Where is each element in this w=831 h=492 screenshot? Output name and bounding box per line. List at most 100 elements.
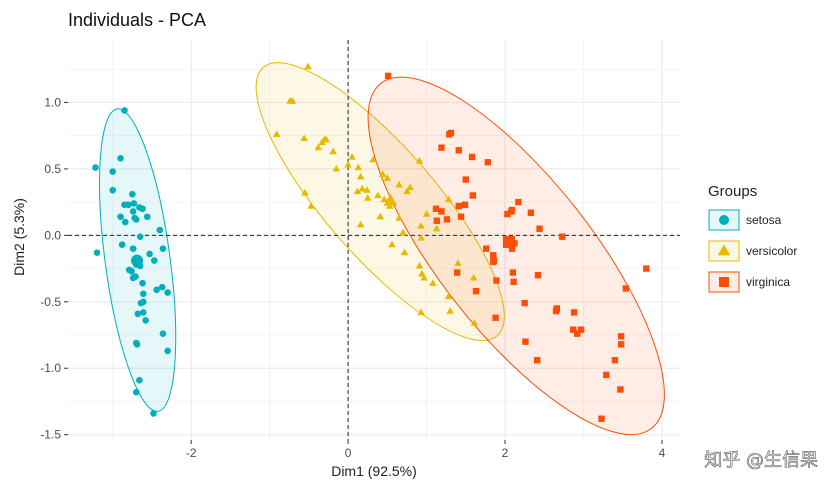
versicolor-point bbox=[369, 155, 378, 163]
virginica-point bbox=[455, 147, 462, 154]
virginica-point bbox=[577, 326, 585, 333]
virginica-point bbox=[461, 201, 469, 208]
y-tick-label: -1.5 bbox=[40, 428, 61, 442]
x-tick-label: -2 bbox=[186, 446, 197, 460]
setosa-point bbox=[117, 213, 124, 221]
versicolor-point bbox=[454, 259, 462, 266]
setosa-centroid bbox=[131, 254, 144, 267]
versicolor-point bbox=[388, 240, 396, 248]
versicolor-point bbox=[417, 308, 425, 316]
virginica-ellipse bbox=[367, 76, 665, 436]
versicolor-point bbox=[446, 307, 454, 314]
virginica-point bbox=[534, 357, 541, 364]
setosa-point bbox=[109, 186, 117, 194]
setosa-point bbox=[159, 330, 167, 337]
y-tick-label: 0.5 bbox=[44, 162, 61, 176]
virginica-point bbox=[521, 299, 528, 307]
virginica-point bbox=[455, 202, 462, 210]
virginica-point bbox=[472, 287, 480, 295]
virginica-point bbox=[617, 333, 625, 340]
setosa-point bbox=[140, 309, 147, 316]
panel-background bbox=[68, 40, 680, 440]
setosa-point bbox=[121, 201, 128, 209]
versicolor-centroid bbox=[383, 193, 398, 206]
setosa-point bbox=[151, 257, 158, 264]
setosa-point bbox=[139, 205, 146, 213]
virginica-point bbox=[469, 192, 477, 199]
legend-title: Groups bbox=[708, 183, 757, 200]
versicolor-point bbox=[400, 248, 409, 256]
watermark: 知乎 @生信果 bbox=[704, 450, 818, 471]
virginica-point bbox=[438, 144, 445, 151]
versicolor-point bbox=[354, 163, 363, 171]
versicolor-point bbox=[374, 191, 382, 199]
setosa-point bbox=[132, 388, 140, 396]
y-axis-title: Dim2 (5.3%) bbox=[11, 198, 27, 276]
setosa-point bbox=[156, 226, 164, 234]
versicolor-point bbox=[378, 170, 387, 177]
virginica-point bbox=[447, 129, 455, 137]
versicolor-point bbox=[344, 160, 352, 168]
x-axis-title: Dim1 (92.5%) bbox=[331, 463, 417, 479]
virginica-point bbox=[443, 216, 451, 223]
versicolor-point bbox=[444, 292, 453, 300]
versicolor-point bbox=[363, 194, 372, 201]
virginica-point bbox=[490, 258, 497, 266]
virginica-point bbox=[611, 357, 619, 364]
legend-circle-icon bbox=[719, 215, 729, 225]
legend-triangle-icon bbox=[717, 244, 731, 256]
versicolor-point bbox=[356, 172, 365, 180]
setosa-point bbox=[118, 241, 126, 248]
versicolor-point bbox=[432, 224, 441, 232]
y-tick-label: 0.0 bbox=[44, 228, 61, 242]
virginica-point bbox=[552, 307, 560, 315]
setosa-point bbox=[128, 267, 135, 275]
versicolor-point bbox=[322, 135, 330, 143]
versicolor-point bbox=[353, 187, 362, 195]
virginica-point bbox=[462, 176, 469, 183]
virginica-point bbox=[433, 217, 440, 224]
setosa-point bbox=[131, 214, 138, 222]
virginica-point bbox=[536, 225, 543, 232]
y-tick-label: 1.0 bbox=[44, 95, 61, 109]
setosa-point bbox=[121, 107, 128, 114]
versicolor-point bbox=[380, 195, 388, 203]
legend-label-virginica: virginica bbox=[746, 275, 790, 289]
setosa-point bbox=[164, 347, 171, 355]
versicolor-point bbox=[358, 184, 367, 192]
versicolor-point bbox=[444, 195, 453, 203]
virginica-point bbox=[598, 415, 605, 422]
versicolor-point bbox=[376, 212, 385, 220]
versicolor-point bbox=[272, 130, 281, 137]
virginica-point bbox=[570, 326, 577, 333]
versicolor-point bbox=[332, 164, 341, 172]
setosa-point bbox=[129, 208, 137, 215]
x-tick-label: 4 bbox=[659, 446, 666, 460]
versicolor-point bbox=[470, 319, 479, 326]
setosa-point bbox=[159, 245, 167, 252]
virginica-point bbox=[510, 278, 517, 286]
virginica-point bbox=[484, 159, 491, 166]
setosa-point bbox=[140, 290, 147, 298]
versicolor-point bbox=[383, 174, 392, 181]
versicolor-point bbox=[288, 97, 297, 104]
y-tick-label: -1.0 bbox=[40, 361, 61, 375]
y-tick-label: -0.5 bbox=[40, 295, 61, 309]
virginica-centroid bbox=[502, 235, 515, 248]
setosa-point bbox=[142, 317, 149, 324]
setosa-point bbox=[134, 310, 142, 318]
versicolor-point bbox=[395, 214, 403, 221]
versicolor-point bbox=[420, 273, 429, 281]
versicolor-point bbox=[422, 210, 431, 217]
versicolor-point bbox=[417, 234, 425, 241]
setosa-point bbox=[121, 218, 129, 226]
chart-title: Individuals - PCA bbox=[68, 10, 206, 30]
virginica-point bbox=[493, 277, 500, 284]
virginica-point bbox=[508, 206, 516, 214]
legend: setosa versicolor virginica bbox=[708, 209, 797, 293]
setosa-point bbox=[143, 213, 151, 221]
plot-panel bbox=[68, 40, 680, 440]
virginica-point bbox=[574, 330, 581, 337]
setosa-point bbox=[164, 289, 171, 296]
virginica-point bbox=[453, 269, 461, 276]
